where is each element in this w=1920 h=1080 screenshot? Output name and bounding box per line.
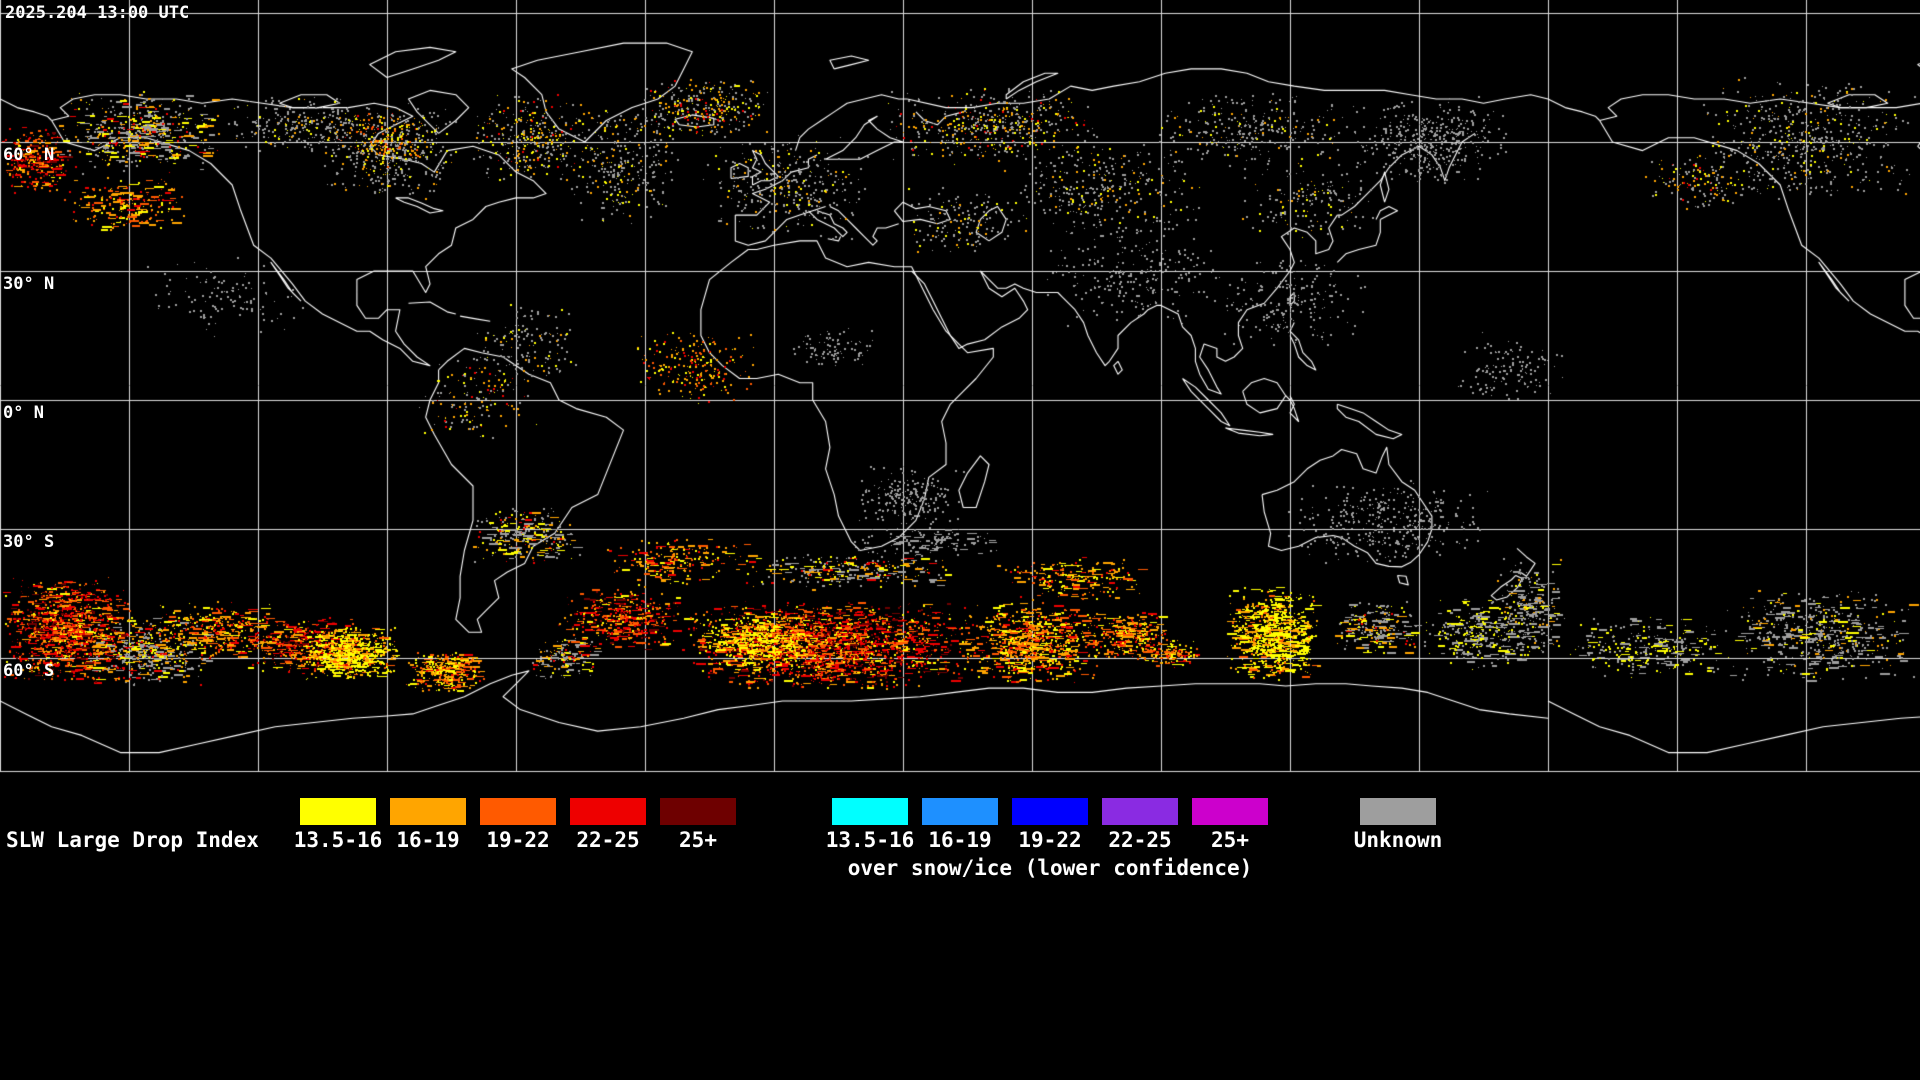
- legend-swatch-unknown: [1360, 798, 1436, 825]
- legend-label-snow-3: 19-22: [1018, 828, 1082, 852]
- legend-swatch-snow-4: [1102, 798, 1178, 825]
- lat-label-60n: 60° N: [3, 145, 55, 165]
- legend-label-snow-1: 13.5-16: [825, 828, 915, 852]
- legend-label-snow-4: 22-25: [1108, 828, 1172, 852]
- legend-swatch-snow-1: [832, 798, 908, 825]
- legend-swatch-snow-3: [1012, 798, 1088, 825]
- legend-label-snow-2: 16-19: [928, 828, 992, 852]
- lat-label-30n: 30° N: [3, 274, 55, 294]
- legend-title: SLW Large Drop Index: [6, 828, 259, 852]
- legend-swatch-snow-5: [1192, 798, 1268, 825]
- legend-label-warm-3: 19-22: [486, 828, 550, 852]
- legend-swatch-warm-4: [570, 798, 646, 825]
- world-map-canvas: [0, 0, 1920, 790]
- legend-label-warm-5: 25+: [679, 828, 717, 852]
- legend: SLW Large Drop Index 13.5-16 16-19 19-22…: [0, 790, 1920, 1080]
- lat-label-30s: 30° S: [3, 532, 55, 552]
- legend-label-snow-5: 25+: [1211, 828, 1249, 852]
- legend-label-warm-1: 13.5-16: [293, 828, 383, 852]
- legend-snow-subtitle: over snow/ice (lower confidence): [847, 856, 1253, 880]
- legend-swatch-warm-1: [300, 798, 376, 825]
- legend-swatch-warm-3: [480, 798, 556, 825]
- legend-swatch-warm-5: [660, 798, 736, 825]
- timestamp: 2025.204 13:00 UTC: [5, 3, 190, 23]
- legend-label-warm-2: 16-19: [396, 828, 460, 852]
- lat-label-60s: 60° S: [3, 661, 55, 681]
- legend-label-unknown: Unknown: [1353, 828, 1443, 852]
- legend-label-warm-4: 22-25: [576, 828, 640, 852]
- legend-swatch-warm-2: [390, 798, 466, 825]
- legend-swatch-snow-2: [922, 798, 998, 825]
- lat-label-0n: 0° N: [3, 403, 44, 423]
